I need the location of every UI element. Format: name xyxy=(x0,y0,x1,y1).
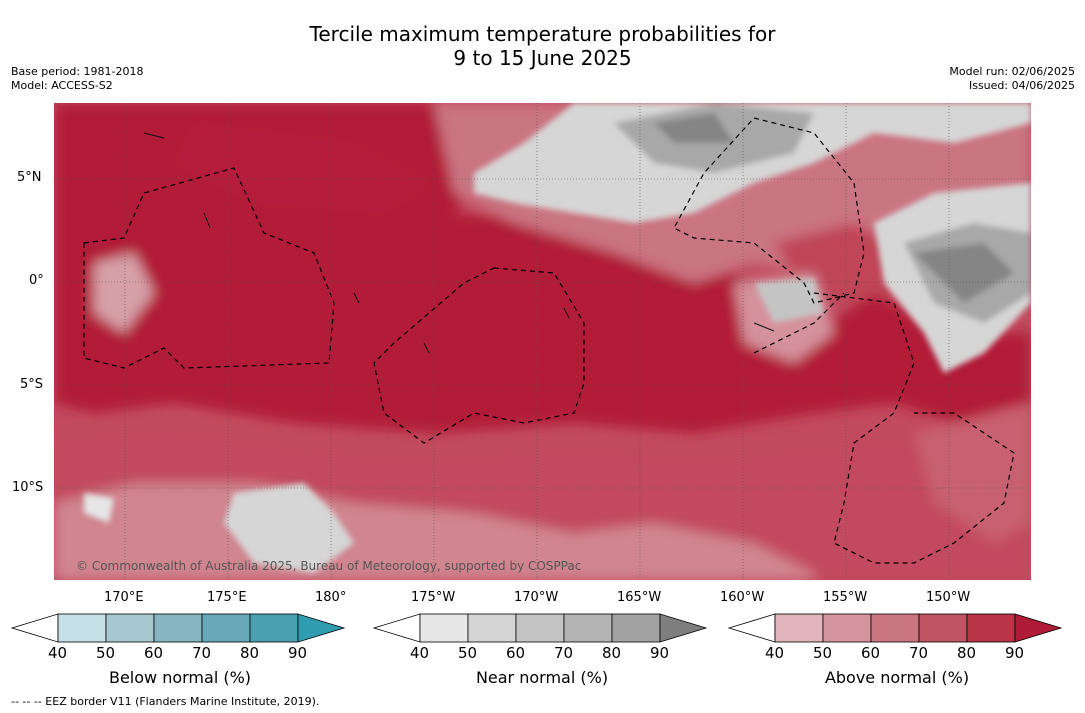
lat-tick: 10°S xyxy=(12,480,44,495)
colorbar-swatch xyxy=(153,613,203,643)
lon-tick: 170°E xyxy=(104,590,144,605)
colorbar-swatch xyxy=(918,613,968,643)
cb-tick: 40 xyxy=(765,644,785,662)
graticule xyxy=(54,103,1031,580)
lon-tick: 175°E xyxy=(207,590,247,605)
colorbar-swatch xyxy=(105,613,155,643)
coastline xyxy=(143,132,775,354)
lat-tick: 0° xyxy=(29,273,44,288)
cb-tick: 70 xyxy=(909,644,929,662)
eez-border xyxy=(83,167,335,369)
colorbar-swatch xyxy=(57,613,107,643)
colorbar-swatch xyxy=(467,613,517,643)
cb-tick: 40 xyxy=(48,644,68,662)
colorbar-swatch xyxy=(201,613,251,643)
colorbar-swatches xyxy=(372,613,708,643)
lon-tick: 160°W xyxy=(720,590,765,605)
cb-tick: 80 xyxy=(957,644,977,662)
colorbar-swatch xyxy=(563,613,613,643)
cb-tick: 40 xyxy=(410,644,430,662)
cb-tick: 70 xyxy=(192,644,212,662)
cb-tick: 50 xyxy=(96,644,116,662)
model-name: Model: ACCESS-S2 xyxy=(11,79,113,92)
colorbar-swatches xyxy=(10,613,346,643)
lon-tick: 150°W xyxy=(926,590,971,605)
eez-border xyxy=(813,292,1015,564)
colorbar-extend-high xyxy=(1014,613,1063,643)
colorbar-swatch xyxy=(870,613,920,643)
eez-border xyxy=(373,267,585,444)
cb-tick: 50 xyxy=(458,644,478,662)
lon-tick: 165°W xyxy=(617,590,662,605)
colorbar-ticks-above: 40 50 60 70 80 90 xyxy=(727,644,1067,664)
near-normal-field xyxy=(84,103,1031,573)
issued-date: Issued: 04/06/2025 xyxy=(968,79,1075,92)
cb-tick: 80 xyxy=(602,644,622,662)
coastlines xyxy=(143,132,775,354)
lon-tick: 175°W xyxy=(411,590,456,605)
cb-tick: 90 xyxy=(650,644,670,662)
colorbar-near-normal xyxy=(372,613,708,643)
colorbar-extend-low xyxy=(10,613,59,643)
map-title: Tercile maximum temperature probabilitie… xyxy=(0,22,1085,70)
model-run: Model run: 02/06/2025 xyxy=(949,65,1075,78)
lat-tick: 5°N xyxy=(17,170,42,185)
probability-field xyxy=(54,103,1031,580)
colorbar-label: Near normal (%) xyxy=(475,668,609,687)
colorbar-extend-high xyxy=(297,613,346,643)
colorbar-label: Below normal (%) xyxy=(108,668,252,687)
title-line-2: 9 to 15 June 2025 xyxy=(453,46,632,70)
eez-footnote: -- -- -- EEZ border V11 (Flanders Marine… xyxy=(11,695,320,708)
colorbar-label: Above normal (%) xyxy=(824,668,970,687)
right-meta: Model run: 02/06/2025 Issued: 04/06/2025 xyxy=(949,65,1075,93)
colorbar-above-normal xyxy=(727,613,1063,643)
colorbar-ticks-below: 40 50 60 70 80 90 xyxy=(10,644,350,664)
colorbar-extend-high xyxy=(659,613,708,643)
cb-tick: 60 xyxy=(144,644,164,662)
colorbar-swatch xyxy=(774,613,824,643)
cb-tick: 80 xyxy=(240,644,260,662)
cb-tick: 60 xyxy=(861,644,881,662)
colorbar-swatch xyxy=(249,613,299,643)
colorbar-below-normal xyxy=(10,613,346,643)
colorbar-extend-low xyxy=(727,613,776,643)
copyright-notice: © Commonwealth of Australia 2025, Bureau… xyxy=(76,559,581,573)
title-line-1: Tercile maximum temperature probabilitie… xyxy=(309,22,776,46)
lat-tick: 5°S xyxy=(20,377,44,392)
forecast-map: © Commonwealth of Australia 2025, Bureau… xyxy=(54,103,1031,580)
eez-borders xyxy=(83,117,1015,564)
lon-tick: 155°W xyxy=(823,590,868,605)
left-meta: Base period: 1981-2018 Model: ACCESS-S2 xyxy=(11,65,143,93)
colorbar-swatch xyxy=(515,613,565,643)
eez-border xyxy=(673,117,865,304)
lon-tick: 180° xyxy=(315,590,347,605)
lon-tick: 170°W xyxy=(514,590,559,605)
colorbar-extend-low xyxy=(372,613,421,643)
colorbar-swatch xyxy=(611,613,661,643)
colorbar-swatch xyxy=(419,613,469,643)
eez-border xyxy=(753,292,845,354)
cb-tick: 60 xyxy=(506,644,526,662)
cb-tick: 50 xyxy=(813,644,833,662)
colorbar-swatches xyxy=(727,613,1063,643)
colorbar-swatch xyxy=(966,613,1016,643)
cb-tick: 90 xyxy=(288,644,308,662)
cb-tick: 70 xyxy=(554,644,574,662)
base-period: Base period: 1981-2018 xyxy=(11,65,144,78)
colorbar-swatch xyxy=(822,613,872,643)
colorbar-ticks-near: 40 50 60 70 80 90 xyxy=(372,644,712,664)
cb-tick: 90 xyxy=(1005,644,1025,662)
